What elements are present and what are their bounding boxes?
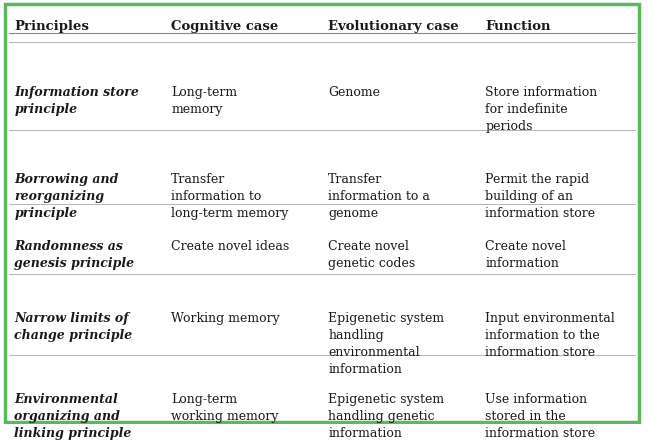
Text: Principles: Principles: [14, 21, 89, 34]
Text: Long-term
memory: Long-term memory: [171, 86, 237, 116]
Text: Function: Function: [486, 21, 551, 34]
Text: Create novel
information: Create novel information: [486, 240, 566, 270]
FancyBboxPatch shape: [5, 4, 639, 422]
Text: Create novel ideas: Create novel ideas: [171, 240, 289, 253]
Text: Working memory: Working memory: [171, 312, 280, 325]
Text: Transfer
information to a
genome: Transfer information to a genome: [328, 173, 430, 220]
Text: Narrow limits of
change principle: Narrow limits of change principle: [14, 312, 133, 342]
Text: Evolutionary case: Evolutionary case: [328, 21, 459, 34]
Text: Cognitive case: Cognitive case: [171, 21, 278, 34]
Text: Genome: Genome: [328, 86, 380, 99]
Text: Create novel
genetic codes: Create novel genetic codes: [328, 240, 415, 270]
Text: Epigenetic system
handling
environmental
information: Epigenetic system handling environmental…: [328, 312, 445, 376]
Text: Use information
stored in the
information store: Use information stored in the informatio…: [486, 393, 595, 440]
Text: Epigenetic system
handling genetic
information: Epigenetic system handling genetic infor…: [328, 393, 445, 440]
Text: Environmental
organizing and
linking principle: Environmental organizing and linking pri…: [14, 393, 131, 440]
Text: Borrowing and
reorganizing
principle: Borrowing and reorganizing principle: [14, 173, 118, 220]
Text: Long-term
working memory: Long-term working memory: [171, 393, 279, 423]
Text: Transfer
information to
long-term memory: Transfer information to long-term memory: [171, 173, 289, 220]
Text: Information store
principle: Information store principle: [14, 86, 139, 116]
Text: Store information
for indefinite
periods: Store information for indefinite periods: [486, 86, 597, 133]
Text: Permit the rapid
building of an
information store: Permit the rapid building of an informat…: [486, 173, 595, 220]
Text: Randomness as
genesis principle: Randomness as genesis principle: [14, 240, 135, 270]
Text: Input environmental
information to the
information store: Input environmental information to the i…: [486, 312, 615, 359]
